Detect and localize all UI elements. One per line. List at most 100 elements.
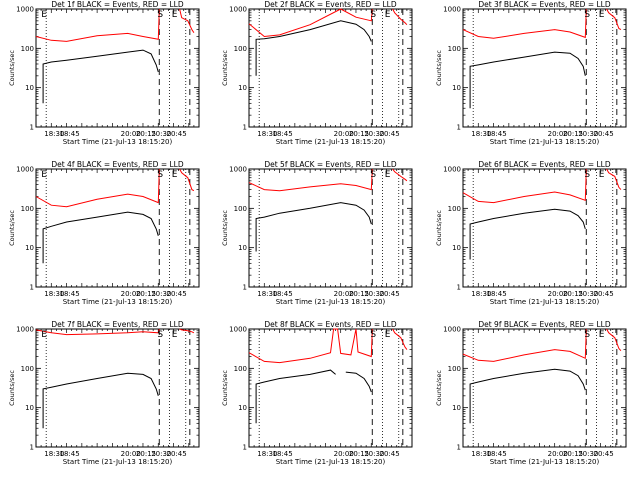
x-tick-label: 18:45 xyxy=(273,290,293,298)
lld-series-line xyxy=(179,168,195,192)
y-tick-label: 10 xyxy=(25,84,34,92)
lld-series-line xyxy=(392,168,408,182)
event-marker-e: E xyxy=(385,170,391,180)
event-marker-e: E xyxy=(385,10,391,20)
chart-panel-8: Det 8f BLACK = Events, RED = LLD Counts/s… xyxy=(221,320,413,466)
x-axis-label: Start Time (21-Jul-13 18:15:20) xyxy=(490,138,600,146)
events-series-line xyxy=(469,368,586,424)
x-tick-label: 20:00 xyxy=(334,450,354,458)
y-tick-label: 1 xyxy=(243,444,247,452)
y-tick-label: 1 xyxy=(243,284,247,292)
lld-series-line xyxy=(35,328,160,336)
chart-title: Det 3f BLACK = Events, RED = LLD xyxy=(478,0,611,9)
plot-frame xyxy=(248,8,413,128)
chart-panel-4: Det 4f BLACK = Events, RED = LLD Counts/s… xyxy=(8,160,200,306)
chart-title: Det 2f BLACK = Events, RED = LLD xyxy=(264,0,397,9)
x-axis-label: Start Time (21-Jul-13 18:15:20) xyxy=(276,298,386,306)
event-marker-e: E xyxy=(172,170,178,180)
x-tick-label: 20:45 xyxy=(166,450,186,458)
plot-frame xyxy=(35,328,200,448)
lld-series-line xyxy=(462,168,587,204)
events-series-line xyxy=(42,49,159,104)
x-tick-label: 18:45 xyxy=(60,130,80,138)
y-tick-label: 1000 xyxy=(229,326,247,334)
x-tick-label: 20:45 xyxy=(593,290,613,298)
lld-series-line xyxy=(392,328,408,350)
y-tick-label: 1000 xyxy=(443,326,461,334)
chart-panel-2: Det 2f BLACK = Events, RED = LLD Counts/s… xyxy=(221,0,413,146)
y-axis-label: Counts/sec xyxy=(221,370,229,406)
event-marker-e: E xyxy=(172,330,178,340)
y-tick-label: 1000 xyxy=(443,166,461,174)
chart-panel-7: Det 7f BLACK = Events, RED = LLD Counts/s… xyxy=(8,320,200,466)
lld-series-line xyxy=(179,328,195,334)
chart-title: Det 8f BLACK = Events, RED = LLD xyxy=(264,320,397,329)
lld-series-line xyxy=(179,8,195,33)
x-axis-label: Start Time (21-Jul-13 18:15:20) xyxy=(490,298,600,306)
x-tick-label: 20:30 xyxy=(578,130,598,138)
x-tick-label: 20:00 xyxy=(548,450,568,458)
y-tick-label: 10 xyxy=(452,244,461,252)
x-tick-label: 20:15 xyxy=(349,130,369,138)
x-tick-label: 20:30 xyxy=(364,290,384,298)
y-tick-label: 100 xyxy=(234,45,247,53)
x-tick-label: 20:15 xyxy=(136,130,156,138)
y-tick-label: 100 xyxy=(234,365,247,373)
x-tick-label: 20:30 xyxy=(151,290,171,298)
x-tick-label: 20:15 xyxy=(136,450,156,458)
x-tick-label: 20:15 xyxy=(349,290,369,298)
events-series-line xyxy=(255,369,336,424)
x-tick-label: 20:15 xyxy=(563,450,583,458)
x-tick-label: 20:45 xyxy=(166,130,186,138)
y-tick-label: 100 xyxy=(21,45,34,53)
plot-frame xyxy=(248,168,413,288)
y-tick-label: 10 xyxy=(238,84,247,92)
y-tick-label: 10 xyxy=(25,404,34,412)
x-tick-label: 18:45 xyxy=(487,130,507,138)
y-tick-label: 1 xyxy=(30,444,34,452)
x-tick-label: 20:15 xyxy=(563,130,583,138)
event-marker-e: E xyxy=(599,170,605,180)
x-tick-label: 20:00 xyxy=(548,130,568,138)
chart-panel-9: Det 9f BLACK = Events, RED = LLD Counts/s… xyxy=(435,320,627,466)
lld-series-line xyxy=(35,8,160,42)
x-tick-label: 20:45 xyxy=(593,130,613,138)
y-axis-label: Counts/sec xyxy=(435,210,443,246)
chart-panel-5: Det 5f BLACK = Events, RED = LLD Counts/s… xyxy=(221,160,413,306)
x-tick-label: 18:30 xyxy=(257,290,277,298)
y-axis-label: Counts/sec xyxy=(435,50,443,86)
lld-series-line xyxy=(606,8,622,31)
y-tick-label: 1 xyxy=(457,124,461,132)
y-tick-label: 100 xyxy=(234,205,247,213)
y-tick-label: 100 xyxy=(448,365,461,373)
chart-title: Det 1f BLACK = Events, RED = LLD xyxy=(51,0,184,9)
y-tick-label: 10 xyxy=(452,84,461,92)
x-tick-label: 18:30 xyxy=(44,450,64,458)
lld-series-line xyxy=(248,328,373,364)
y-tick-label: 1 xyxy=(30,124,34,132)
x-tick-label: 18:45 xyxy=(273,450,293,458)
x-tick-label: 20:00 xyxy=(334,290,354,298)
x-tick-label: 18:30 xyxy=(257,130,277,138)
x-tick-label: 18:30 xyxy=(471,450,491,458)
y-tick-label: 1 xyxy=(457,444,461,452)
y-tick-label: 10 xyxy=(452,404,461,412)
event-marker-e: E xyxy=(599,330,605,340)
y-axis-label: Counts/sec xyxy=(8,370,16,406)
event-marker-s: S xyxy=(157,330,163,340)
y-axis-label: Counts/sec xyxy=(435,370,443,406)
event-marker-e: E xyxy=(599,10,605,20)
x-tick-label: 20:00 xyxy=(121,450,141,458)
x-tick-label: 20:30 xyxy=(578,450,598,458)
x-tick-label: 20:00 xyxy=(334,130,354,138)
chart-panel-6: Det 6f BLACK = Events, RED = LLD Counts/s… xyxy=(435,160,627,306)
event-marker-e: E xyxy=(172,10,178,20)
lld-series-line xyxy=(606,328,622,352)
y-tick-label: 10 xyxy=(25,244,34,252)
event-marker-s: S xyxy=(370,170,376,180)
events-series-line xyxy=(255,202,372,252)
x-tick-label: 18:30 xyxy=(44,130,64,138)
events-series-line xyxy=(42,211,159,264)
event-marker-s: S xyxy=(584,10,590,20)
lld-series-line xyxy=(248,8,373,38)
